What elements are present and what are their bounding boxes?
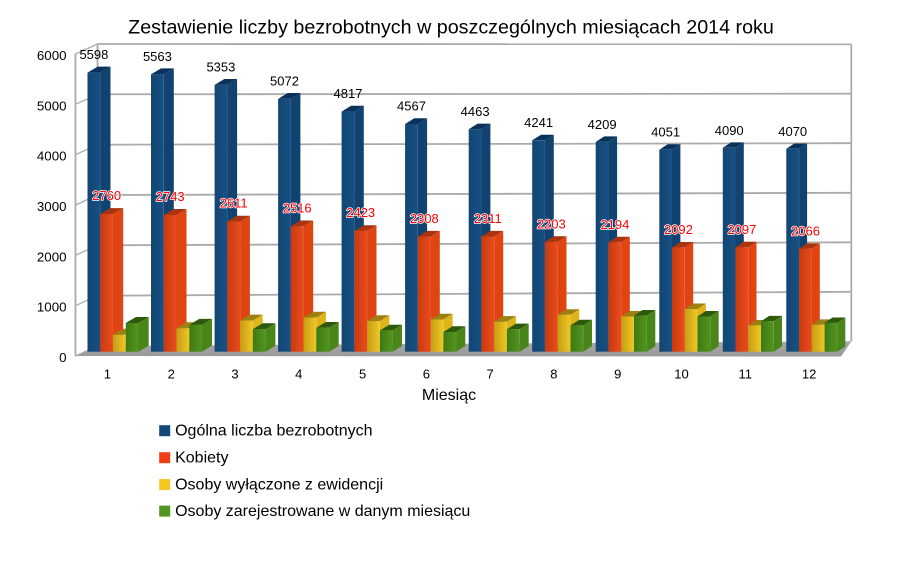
svg-text:4051: 4051 — [651, 125, 680, 140]
svg-text:Osoby wyłączone z ewidencji: Osoby wyłączone z ewidencji — [175, 476, 383, 493]
svg-text:8: 8 — [550, 366, 557, 381]
svg-text:Miesiąc: Miesiąc — [422, 387, 476, 404]
svg-text:2308: 2308 — [410, 211, 439, 226]
svg-text:1: 1 — [104, 366, 111, 381]
svg-text:2611: 2611 — [220, 196, 248, 211]
svg-text:1000: 1000 — [37, 300, 67, 315]
svg-text:4209: 4209 — [588, 117, 617, 132]
svg-text:5000: 5000 — [37, 98, 67, 113]
svg-text:2: 2 — [168, 366, 175, 381]
svg-text:10: 10 — [674, 366, 688, 381]
svg-text:2203: 2203 — [537, 216, 566, 231]
svg-text:Kobiety: Kobiety — [175, 449, 228, 466]
svg-text:5072: 5072 — [270, 73, 299, 88]
svg-text:3: 3 — [231, 366, 238, 381]
svg-text:6: 6 — [423, 366, 430, 381]
svg-text:4: 4 — [295, 366, 302, 381]
svg-text:5353: 5353 — [206, 59, 235, 74]
svg-text:4567: 4567 — [397, 99, 426, 114]
svg-text:2066: 2066 — [791, 223, 820, 238]
svg-text:Zestawienie liczby bezrobotnyc: Zestawienie liczby bezrobotnych w poszcz… — [128, 17, 774, 39]
svg-text:Ogólna liczba bezrobotnych: Ogólna liczba bezrobotnych — [175, 422, 372, 439]
svg-text:Osoby zarejestrowane w danym m: Osoby zarejestrowane w danym miesiącu — [175, 503, 470, 520]
svg-text:4000: 4000 — [37, 149, 67, 164]
svg-text:5: 5 — [359, 366, 366, 381]
svg-text:4241: 4241 — [524, 115, 553, 130]
svg-text:12: 12 — [802, 366, 816, 381]
svg-text:9: 9 — [614, 366, 621, 381]
svg-text:7: 7 — [486, 366, 493, 381]
svg-text:2194: 2194 — [600, 217, 629, 232]
svg-text:2423: 2423 — [346, 205, 375, 220]
svg-text:4817: 4817 — [334, 86, 363, 101]
svg-text:0: 0 — [59, 350, 66, 365]
svg-text:2743: 2743 — [156, 189, 185, 204]
svg-text:4070: 4070 — [778, 124, 807, 139]
svg-text:2092: 2092 — [664, 222, 693, 237]
svg-text:5598: 5598 — [79, 47, 108, 62]
svg-text:4463: 4463 — [461, 104, 490, 119]
svg-text:2516: 2516 — [283, 201, 312, 216]
svg-text:11: 11 — [739, 366, 753, 381]
svg-text:2760: 2760 — [92, 188, 121, 203]
svg-text:4090: 4090 — [715, 123, 744, 138]
svg-text:2311: 2311 — [474, 211, 502, 226]
svg-text:3000: 3000 — [37, 199, 67, 214]
svg-text:6000: 6000 — [37, 48, 67, 63]
svg-text:2000: 2000 — [37, 249, 67, 264]
svg-text:2097: 2097 — [727, 222, 756, 237]
svg-text:5563: 5563 — [143, 49, 172, 64]
